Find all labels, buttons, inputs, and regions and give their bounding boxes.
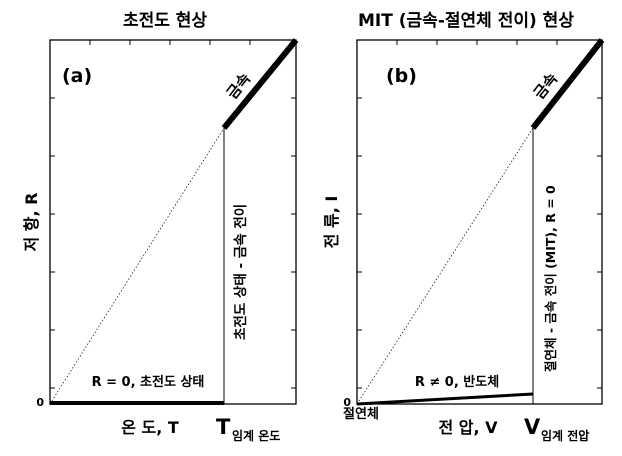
panel-a-y-axis-label: 저 항, R [22,193,41,252]
panel-b-tag: (b) [386,65,417,87]
panel-a-extrapolation-line [49,127,225,405]
panel-a-bottom-note: R = 0, 초전도 상태 [92,374,205,390]
panel-a-frame [49,39,297,405]
panel-b-metal-line [530,38,605,130]
panel-b-origin-label: 절연체 [343,407,379,422]
panel-a-zero-label: 0 [36,396,44,409]
panel-b-ticks [357,40,602,389]
panel-b-title: MIT (금속-절연체 전이) 현상 [358,10,574,31]
panel-a-title: 초전도 현상 [123,11,207,31]
panel-a: 초전도 현상 (a) 금속 초전도 상태 - 금속 전이 R = 0, 초전도 … [22,11,299,443]
panel-a-critical-label: 임계 온도 [232,428,280,443]
panel-b-semiconductor-line [356,392,534,406]
panel-b-frame [356,39,603,405]
panel-a-critical-symbol: T [216,415,231,439]
panel-a-vertical-note: 초전도 상태 - 금속 전이 [232,204,249,340]
panel-b-critical-label: 임계 전압 [541,428,589,443]
panel-b-critical-symbol: V [524,415,541,439]
panel-a-tag: (a) [62,65,92,87]
panel-b-zero-label: 0 [343,396,351,409]
panel-a-ticks [50,40,296,389]
panel-b-extrapolation-line [356,127,534,405]
panel-b-vertical-note: 절연체 - 금속 전이 (MIT), R = 0 [543,185,558,372]
panel-b-bottom-note: R ≠ 0, 반도체 [415,374,499,390]
panel-a-x-axis-label: 온 도, T [121,418,179,437]
panel-b: MIT (금속-절연체 전이) 현상 (b) 금속 절연체 - 금속 전이 (M… [322,10,605,443]
panel-a-metal-line [221,38,299,130]
panel-b-y-axis-label: 전 류, I [322,196,341,249]
panel-b-x-axis-label: 전 압, V [438,418,498,437]
